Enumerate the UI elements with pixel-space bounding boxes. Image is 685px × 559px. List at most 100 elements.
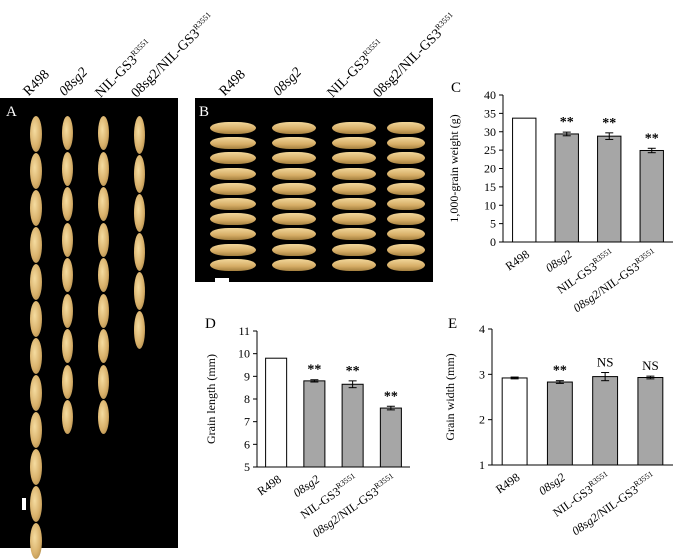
grain (62, 400, 73, 434)
y-tick-label: 11 (238, 324, 250, 338)
grain (62, 364, 73, 399)
category-label: 08sg2 (536, 470, 568, 498)
y-tick-label: 20 (484, 162, 496, 176)
panel-letter: D (205, 316, 216, 332)
grain (387, 213, 425, 226)
grain (332, 213, 376, 226)
grain (332, 167, 376, 180)
grain (30, 523, 42, 559)
grain (62, 151, 73, 186)
y-tick-label: 3 (479, 367, 485, 381)
grain (134, 155, 145, 193)
grain (30, 153, 42, 189)
grain (62, 187, 73, 221)
grain (387, 137, 425, 150)
grain (210, 213, 256, 226)
significance-label: NS (597, 355, 614, 370)
y-tick-label: 8 (244, 392, 250, 406)
grain (332, 182, 376, 195)
grain (98, 116, 109, 150)
scale-bar (22, 498, 26, 510)
grain (332, 243, 376, 256)
grain (210, 228, 256, 241)
grain (272, 137, 316, 150)
y-tick-label: 15 (484, 180, 496, 194)
y-tick-label: 5 (490, 217, 496, 231)
grain (387, 198, 425, 210)
panel-b-letter: B (199, 104, 210, 120)
grain (272, 198, 316, 210)
grain (332, 137, 376, 150)
grain (98, 187, 109, 221)
panel-a-label-r498: R498 (20, 67, 53, 100)
bar (637, 377, 664, 466)
grain (98, 364, 109, 399)
grain (30, 375, 42, 411)
grain (332, 228, 376, 241)
panel-letter: C (451, 80, 461, 96)
y-tick-label: 9 (244, 369, 250, 383)
significance-label: ** (560, 115, 574, 130)
grain (62, 116, 73, 150)
panel-letter: E (448, 316, 457, 332)
grain (98, 222, 109, 257)
bar (597, 135, 622, 243)
bar (341, 383, 364, 468)
grain (210, 167, 256, 180)
panel-a-letter: A (6, 104, 17, 120)
category-label: 08sg2 (543, 247, 575, 275)
grain (30, 486, 42, 522)
grain (210, 137, 256, 150)
y-tick-label: 10 (238, 347, 250, 361)
grain (98, 329, 109, 363)
bar (303, 380, 326, 468)
grain (272, 258, 316, 271)
y-tick-label: 1 (479, 458, 485, 472)
y-tick-label: 25 (484, 143, 496, 157)
grain (332, 198, 376, 210)
grain (387, 122, 425, 134)
grain (387, 258, 425, 271)
scale-bar (215, 278, 229, 282)
grain (332, 122, 376, 134)
significance-label: ** (602, 116, 616, 131)
grain (30, 449, 42, 485)
grain (210, 152, 256, 165)
significance-label: ** (553, 364, 567, 379)
y-tick-label: 35 (484, 106, 496, 120)
significance-label: ** (307, 363, 321, 378)
y-axis-label: Grain width (mm) (443, 353, 457, 440)
category-label: R498 (503, 247, 532, 273)
y-tick-label: 4 (479, 322, 485, 336)
grain (210, 198, 256, 210)
grain (98, 400, 109, 434)
grain (272, 243, 316, 256)
grain (98, 258, 109, 292)
bar (546, 381, 573, 466)
grain (134, 233, 145, 271)
grain (387, 228, 425, 241)
grain (98, 151, 109, 186)
grain (62, 258, 73, 292)
significance-label: ** (346, 364, 360, 379)
category-label: R498 (493, 470, 522, 496)
y-tick-label: 30 (484, 125, 496, 139)
grain (387, 167, 425, 180)
bar (592, 376, 619, 466)
grain (62, 222, 73, 257)
grain (134, 311, 145, 349)
grain (30, 338, 42, 374)
panel-a-label-08sg2: 08sg2 (56, 65, 91, 100)
significance-label: ** (384, 389, 398, 404)
grain (387, 243, 425, 256)
grain (30, 301, 42, 337)
grain (30, 264, 42, 300)
panel-b-photo (195, 98, 433, 282)
grain (30, 412, 42, 448)
panel-a-photo (0, 98, 178, 559)
grain (272, 213, 316, 226)
grain (210, 182, 256, 195)
grain (98, 293, 109, 328)
y-tick-label: 6 (244, 437, 250, 451)
